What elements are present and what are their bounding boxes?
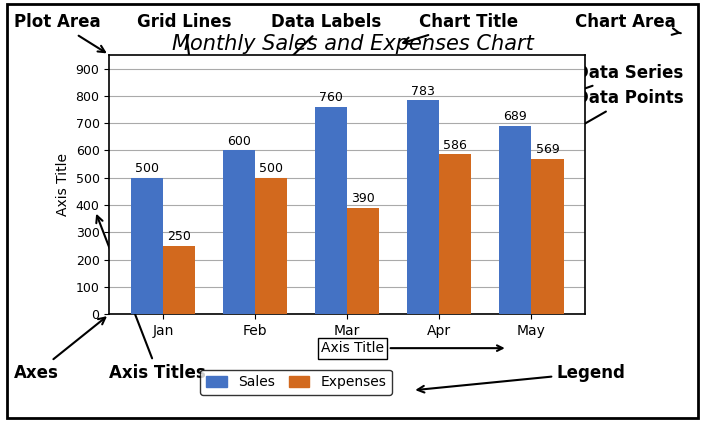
Text: 500: 500 bbox=[135, 162, 159, 175]
Text: Legend: Legend bbox=[417, 364, 626, 392]
Text: Axis Titles: Axis Titles bbox=[97, 216, 206, 381]
Text: Data Series: Data Series bbox=[565, 64, 683, 96]
Bar bbox=[348, 208, 379, 314]
Legend: Sales, Expenses: Sales, Expenses bbox=[200, 370, 392, 395]
Bar bbox=[131, 178, 163, 314]
Bar bbox=[407, 100, 439, 314]
Text: Plot Area: Plot Area bbox=[14, 14, 105, 52]
Text: Data Labels: Data Labels bbox=[271, 14, 381, 66]
Text: Chart Area: Chart Area bbox=[575, 14, 681, 35]
Text: 390: 390 bbox=[352, 192, 375, 205]
Bar bbox=[255, 178, 288, 314]
Text: 569: 569 bbox=[536, 143, 559, 156]
Text: Axis Title: Axis Title bbox=[321, 341, 384, 355]
Text: Chart Title: Chart Title bbox=[403, 14, 519, 44]
Text: 600: 600 bbox=[227, 135, 251, 148]
Text: 250: 250 bbox=[167, 230, 191, 243]
Text: Monthly Sales and Expenses Chart: Monthly Sales and Expenses Chart bbox=[171, 34, 534, 54]
Bar bbox=[223, 151, 255, 314]
Text: Axes: Axes bbox=[14, 318, 105, 381]
Text: Data Points: Data Points bbox=[547, 89, 683, 145]
Text: Grid Lines: Grid Lines bbox=[137, 14, 232, 113]
Text: 689: 689 bbox=[503, 111, 527, 123]
Bar bbox=[499, 126, 532, 314]
Y-axis label: Axis Title: Axis Title bbox=[56, 153, 70, 216]
Bar bbox=[439, 154, 472, 314]
Text: 783: 783 bbox=[411, 85, 435, 98]
Bar bbox=[163, 246, 195, 314]
Bar bbox=[532, 159, 563, 314]
Text: 586: 586 bbox=[443, 138, 467, 151]
Text: 760: 760 bbox=[319, 91, 343, 104]
Text: 500: 500 bbox=[259, 162, 283, 175]
Bar bbox=[315, 107, 348, 314]
